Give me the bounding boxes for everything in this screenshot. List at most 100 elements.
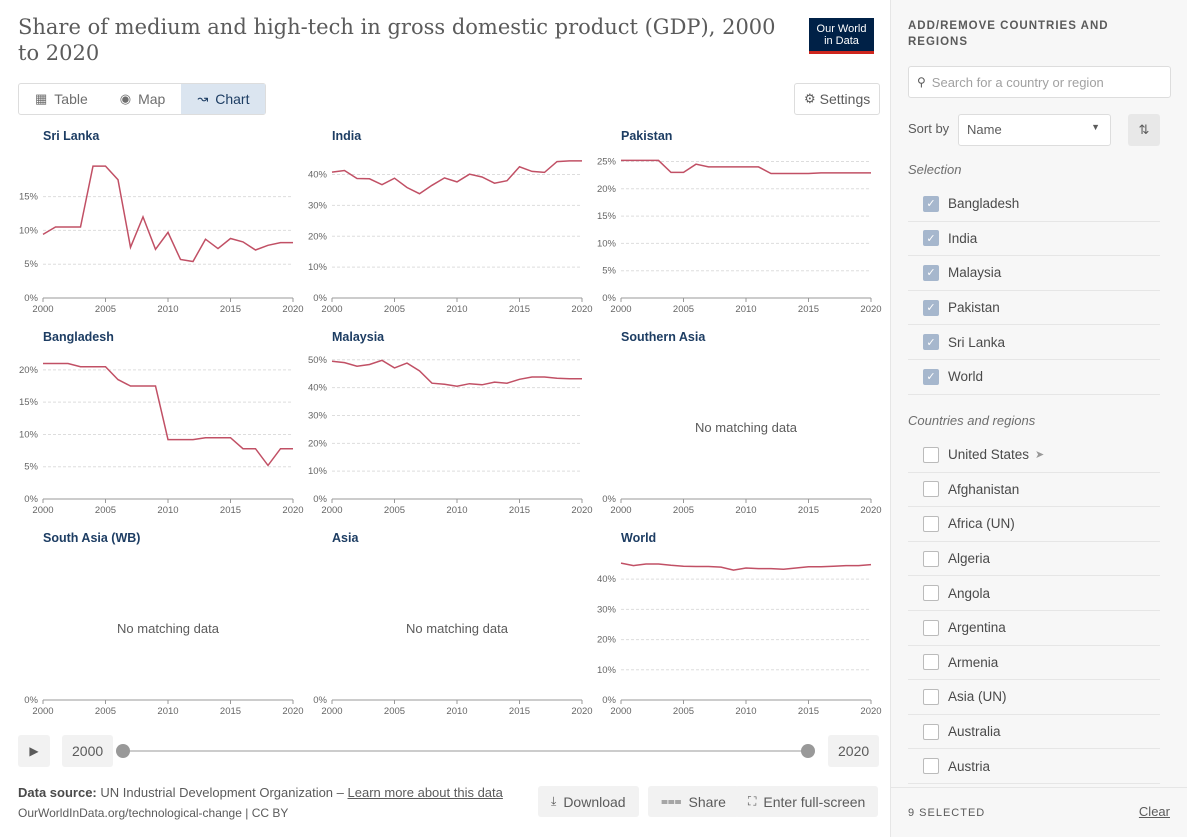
checkbox[interactable] xyxy=(923,550,939,567)
series-line-world[interactable] xyxy=(620,562,872,571)
checkbox[interactable] xyxy=(923,723,939,740)
y-tick-label: 20% xyxy=(19,365,39,376)
y-tick-label: 15% xyxy=(597,211,617,222)
search-input[interactable]: ⚲ Search for a country or region xyxy=(908,66,1171,98)
region-item-angola[interactable]: Angola xyxy=(908,576,1160,611)
y-tick-label: 20% xyxy=(308,438,328,449)
clear-button[interactable]: Clear xyxy=(1138,804,1170,819)
tab-chart[interactable]: ↝ Chart xyxy=(181,84,266,114)
entity-selector: ADD/REMOVE COUNTRIES AND REGIONS ⚲ Search… xyxy=(890,0,1187,837)
sort-value: Name xyxy=(967,122,1002,137)
checkmark-icon: ✓ xyxy=(926,371,936,384)
owid-logo[interactable]: Our World in Data xyxy=(809,18,874,54)
view-tabs: ▦ Table ◉ Map ↝ Chart xyxy=(18,83,267,115)
sort-select[interactable]: Name ▼ xyxy=(958,114,1111,146)
selected-item-india[interactable]: ✓ India xyxy=(908,222,1160,257)
region-item-africa-un[interactable]: Africa (UN) xyxy=(908,507,1160,542)
play-button[interactable]: ▶ xyxy=(18,735,50,767)
checkbox[interactable] xyxy=(923,446,939,463)
checkbox-checked[interactable]: ✓ xyxy=(923,299,939,316)
tab-table[interactable]: ▦ Table xyxy=(19,84,104,114)
share-button[interactable]: ⩶ Share xyxy=(648,786,739,817)
series-line-malaysia[interactable] xyxy=(331,359,582,387)
timeline-start-handle[interactable] xyxy=(116,744,130,758)
sort-direction-button[interactable]: ⇅ xyxy=(1128,114,1160,146)
selected-count: 9 SELECTED xyxy=(908,807,986,819)
panel-title: Sri Lanka xyxy=(43,129,100,143)
timeline-start-year[interactable]: 2000 xyxy=(62,735,114,767)
series-line-india[interactable] xyxy=(331,160,582,195)
line-chart-icon: ↝ xyxy=(197,91,209,106)
item-label: Malaysia xyxy=(948,265,1002,281)
checkbox[interactable] xyxy=(923,758,939,775)
region-item-algeria[interactable]: Algeria xyxy=(908,542,1160,577)
checkbox[interactable] xyxy=(923,515,939,532)
panel-south-asia-wb: South Asia (WB) 0%2000 2005 2010 2015 2020 No … xyxy=(24,531,303,717)
series-line-pakistan[interactable] xyxy=(621,159,871,175)
series-line-sri-lanka[interactable] xyxy=(42,165,293,263)
y-tick-label: 10% xyxy=(308,466,328,477)
checkbox-checked[interactable]: ✓ xyxy=(923,230,939,247)
checkmark-icon: ✓ xyxy=(926,336,936,349)
x-tick-label: 2005 xyxy=(673,505,694,516)
x-tick-label: 2010 xyxy=(446,505,467,516)
download-button[interactable]: ⤓ Download xyxy=(538,786,639,817)
selected-item-world[interactable]: ✓ World xyxy=(908,360,1160,395)
x-tick-label: 2005 xyxy=(95,706,116,717)
checkbox-checked[interactable]: ✓ xyxy=(923,264,939,281)
learn-more-link[interactable]: Learn more about this data xyxy=(347,785,503,800)
region-item-armenia[interactable]: Armenia xyxy=(908,646,1160,681)
selected-item-malaysia[interactable]: ✓ Malaysia xyxy=(908,256,1160,291)
checkbox[interactable] xyxy=(923,654,939,671)
tab-map[interactable]: ◉ Map xyxy=(104,84,182,114)
fullscreen-button[interactable]: ⛶ Enter full-screen xyxy=(735,786,879,817)
download-icon: ⤓ xyxy=(551,794,557,808)
y-tick-label: 30% xyxy=(308,410,328,421)
region-item-asia-un[interactable]: Asia (UN) xyxy=(908,680,1160,715)
source-url[interactable]: OurWorldInData.org/technological-change … xyxy=(18,806,289,820)
checkmark-icon: ✓ xyxy=(926,232,936,245)
item-label: Algeria xyxy=(948,551,991,567)
y-tick-label: 10% xyxy=(308,262,328,273)
checkbox-checked[interactable]: ✓ xyxy=(923,334,939,351)
checkbox[interactable] xyxy=(923,619,939,636)
selected-item-bangladesh[interactable]: ✓ Bangladesh xyxy=(908,187,1160,222)
x-tick-label: 2010 xyxy=(735,505,756,516)
panel-title: Southern Asia xyxy=(621,330,706,344)
checkbox[interactable] xyxy=(923,481,939,498)
y-tick-label: 50% xyxy=(308,355,328,366)
settings-button[interactable]: ⚙ Settings xyxy=(794,83,881,115)
x-tick-label: 2005 xyxy=(673,706,694,717)
region-item-australia[interactable]: Australia xyxy=(908,715,1160,750)
checkbox[interactable] xyxy=(923,688,939,705)
x-tick-label: 2020 xyxy=(282,505,303,516)
checkbox-checked[interactable]: ✓ xyxy=(923,368,939,385)
timeline-end-year[interactable]: 2020 xyxy=(828,735,880,767)
checkbox-checked[interactable]: ✓ xyxy=(923,195,939,212)
panel-title: World xyxy=(621,531,656,545)
region-item-argentina[interactable]: Argentina xyxy=(908,611,1160,646)
timeline-track[interactable] xyxy=(124,750,808,752)
timeline-end-handle[interactable] xyxy=(801,744,815,758)
panel-southern-asia: Southern Asia 0%2000 2005 2010 2015 2020 No ma… xyxy=(602,330,881,516)
panel-title: India xyxy=(332,129,362,143)
panel-title: Asia xyxy=(332,531,359,545)
y-tick-label: 15% xyxy=(19,192,39,203)
panel-title: Pakistan xyxy=(621,129,672,143)
share-label: Share xyxy=(688,793,726,810)
x-tick-label: 2020 xyxy=(571,505,592,516)
region-item-afghanistan[interactable]: Afghanistan xyxy=(908,473,1160,508)
checkbox[interactable] xyxy=(923,585,939,602)
x-tick-label: 2005 xyxy=(384,505,405,516)
item-label: World xyxy=(948,369,984,385)
no-data-message: No matching data xyxy=(695,420,798,435)
x-tick-label: 2000 xyxy=(610,505,631,516)
selected-item-sri-lanka[interactable]: ✓ Sri Lanka xyxy=(908,325,1160,360)
series-line-bangladesh[interactable] xyxy=(43,362,293,467)
selected-item-pakistan[interactable]: ✓ Pakistan xyxy=(908,291,1160,326)
region-item-austria[interactable]: Austria xyxy=(908,749,1160,784)
item-label: Sri Lanka xyxy=(948,334,1006,350)
x-tick-label: 2010 xyxy=(446,304,467,315)
source-note: Data source: UN Industrial Development O… xyxy=(18,783,503,823)
region-item-united-states[interactable]: United States ➤ xyxy=(908,438,1160,473)
